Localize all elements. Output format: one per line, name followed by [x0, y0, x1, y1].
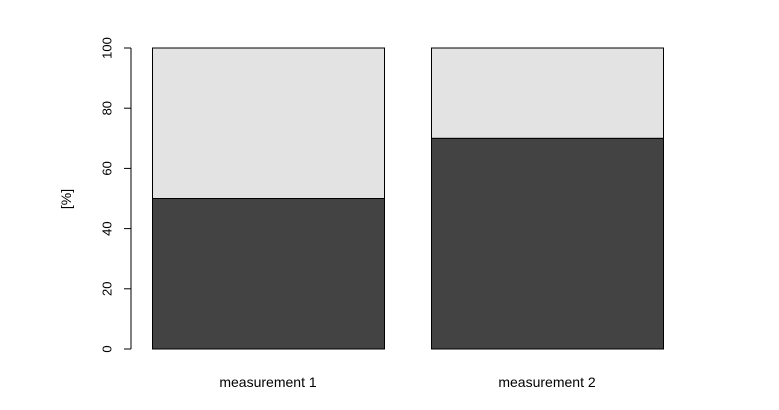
- bar-segment: [152, 198, 385, 350]
- x-axis-labels: measurement 1 measurement 2: [219, 374, 595, 390]
- y-tick-label: 40: [100, 221, 115, 235]
- y-tick-label: 100: [100, 37, 115, 59]
- y-axis-label: [%]: [58, 189, 74, 209]
- bar-segment: [431, 137, 664, 350]
- y-axis: 0 20 40 60 80 100: [100, 37, 132, 353]
- x-tick-label: measurement 1: [219, 374, 316, 390]
- y-tick-label: 0: [100, 345, 115, 352]
- y-tick-label: 20: [100, 282, 115, 296]
- x-tick-label: measurement 2: [498, 374, 595, 390]
- bars: [152, 47, 664, 350]
- y-tick-label: 80: [100, 101, 115, 115]
- bar-segment: [152, 47, 385, 199]
- y-tick-label: 60: [100, 161, 115, 175]
- bar-segment: [431, 47, 664, 139]
